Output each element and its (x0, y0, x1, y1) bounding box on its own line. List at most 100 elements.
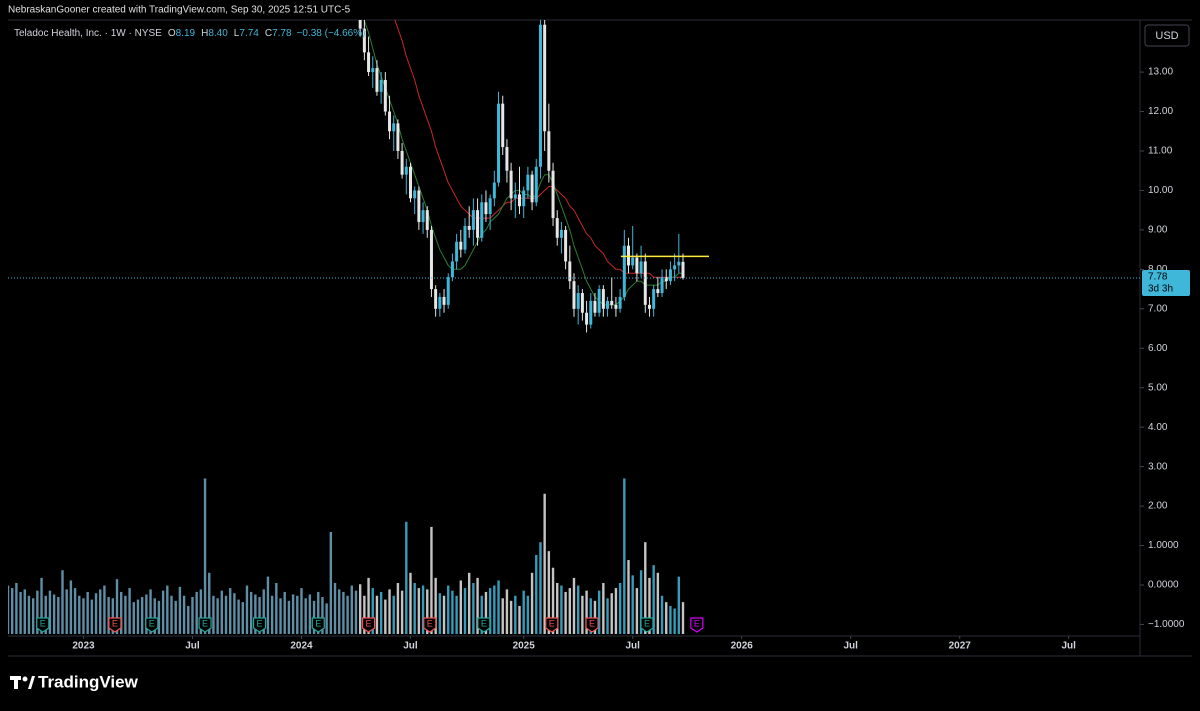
earnings-label: E (694, 618, 700, 628)
volume-bar (36, 590, 39, 634)
earnings-badge (361, 617, 376, 633)
earnings-marker[interactable]: E (361, 617, 376, 633)
earnings-marker[interactable]: E (690, 617, 704, 633)
volume-bar (493, 585, 496, 634)
currency[interactable]: USD (1155, 30, 1178, 42)
volume-bar (182, 595, 186, 634)
volume-bar (652, 565, 655, 634)
volume-bar (157, 600, 161, 634)
candle-body (425, 210, 429, 230)
candle-body (622, 245, 626, 297)
volume-bar (572, 577, 576, 634)
volume-bar (560, 585, 563, 634)
legend-item: 8.40 (208, 28, 228, 39)
volume-bar (27, 595, 31, 634)
volume-bar (57, 597, 60, 634)
volume-bar (329, 532, 333, 634)
candle-body (555, 218, 559, 238)
candle-body (576, 293, 580, 309)
volume-bar (275, 583, 278, 634)
logo: TradingView (10, 672, 139, 691)
earnings-marker[interactable]: E (585, 617, 599, 633)
volume-bar (279, 598, 282, 634)
earnings-marker[interactable]: E (145, 617, 159, 633)
volume-bar (547, 551, 551, 634)
earnings-label: E (589, 618, 595, 628)
candle-body (631, 257, 635, 266)
volume-bar (635, 588, 639, 634)
volume-bar (484, 591, 488, 634)
candle-body (673, 265, 677, 270)
volume-bar (333, 583, 337, 634)
volume-bar (371, 588, 374, 634)
volume-bar (463, 588, 467, 634)
volume-bar (660, 595, 664, 634)
candle-body (664, 277, 668, 282)
volume-bar (258, 597, 261, 634)
volume-bar (346, 595, 349, 634)
volume-bar (576, 585, 580, 634)
earnings-marker[interactable]: E (198, 617, 212, 633)
volume-bar (610, 593, 613, 634)
candle-body (413, 190, 417, 199)
candle-body (467, 225, 471, 230)
volume-bar (296, 595, 299, 634)
candle-body (643, 261, 647, 305)
earnings-badge (145, 617, 159, 633)
candle-body (429, 229, 433, 290)
volume-bar (287, 600, 291, 634)
volume-bar (426, 589, 429, 634)
moving-average (363, 20, 683, 306)
volume-bar (606, 598, 609, 634)
volume-bar (283, 591, 286, 634)
volume-bar (304, 598, 307, 634)
earnings-marker[interactable]: E (477, 617, 491, 633)
last-price-label: 7.78 (1148, 272, 1168, 283)
earnings-marker[interactable]: E (545, 617, 559, 633)
volume-bar (421, 585, 425, 634)
volume-bar (111, 598, 115, 634)
earnings-marker[interactable]: E (423, 617, 437, 633)
currency-button[interactable] (1144, 24, 1190, 47)
candle-body (593, 300, 597, 313)
earnings-marker[interactable]: E (640, 617, 654, 633)
volume-bar (291, 594, 295, 634)
earnings-marker[interactable]: E (311, 617, 325, 633)
volume-bar (262, 589, 265, 634)
volume-bar (229, 588, 232, 634)
candle-body (522, 190, 526, 207)
candle-body (434, 289, 438, 309)
candle-body (455, 241, 459, 262)
volume-bar (589, 598, 592, 634)
legend-item: C (265, 28, 272, 39)
volume-bar (178, 586, 182, 634)
volume-bar (82, 598, 85, 634)
earnings-marker[interactable]: E (36, 617, 50, 633)
earnings-badge (585, 617, 599, 633)
volume-bar (19, 591, 22, 634)
volume-bar (631, 575, 634, 634)
volume-bar (10, 588, 14, 634)
volume-bar (472, 583, 475, 634)
volume-bar (254, 594, 257, 634)
volume-bar (556, 583, 559, 634)
y-tick-label: 13.00 (1148, 67, 1173, 78)
y-tick-label: 10.00 (1148, 185, 1173, 196)
earnings-marker[interactable]: E (108, 617, 122, 633)
volume-bar (220, 590, 224, 634)
volume-bar (405, 521, 408, 634)
volume-bar (392, 595, 395, 634)
earnings-label: E (257, 618, 263, 628)
y-tick-label: 9.00 (1148, 225, 1168, 236)
candle-body (597, 289, 601, 313)
earnings-marker[interactable]: E (252, 617, 267, 633)
candle-body (677, 261, 681, 266)
volume-bar (438, 593, 442, 634)
volume-bar (107, 597, 110, 634)
volume-bar (153, 598, 156, 634)
volume-bar (434, 577, 437, 634)
volume-bar (447, 585, 450, 634)
volume-bar (325, 603, 328, 634)
